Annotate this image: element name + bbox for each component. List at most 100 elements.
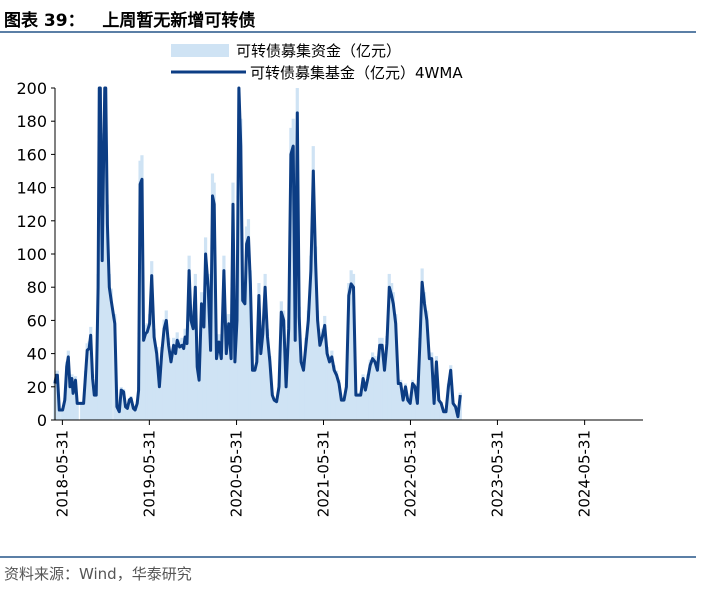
title-bar: 图表 39： 上周暂无新增可转债 [0,0,710,34]
x-tick-label: 2021-05-31 [315,430,333,517]
legend-label-line: 可转债募集基金（亿元）4WMA [250,64,463,82]
bar [368,359,372,420]
bar [92,392,96,420]
bar [253,365,257,420]
bar [439,401,443,420]
bar [451,401,455,420]
bar [219,352,223,420]
bar [222,255,226,420]
bar [363,387,368,420]
bar [441,410,446,420]
bar [206,273,210,420]
bar [127,398,131,420]
bar [85,343,89,420]
bar [323,315,327,420]
bar [160,346,164,420]
bar [299,356,303,420]
bar [91,374,95,420]
bar [185,336,189,420]
bar [277,383,281,420]
bar [129,396,133,420]
bar [143,325,148,420]
bar [169,356,173,420]
y-tick-label: 120 [16,212,47,231]
bar [320,328,324,420]
bar [122,388,126,420]
bar [152,328,156,420]
bar [195,361,199,420]
y-tick-label: 20 [27,378,47,397]
bar [314,246,318,420]
chart-area: 0 20 40 60 80 100 120 140 160 180 200 2018-05-31 201… [0,34,710,554]
bar [208,343,213,420]
bar [109,288,113,420]
bar [373,356,377,420]
bar [406,398,410,420]
bar [342,398,346,420]
bar [61,409,65,420]
bar [263,273,267,420]
bar [370,352,375,420]
y-tick-label: 60 [27,311,47,330]
y-tick-label: 160 [16,145,47,164]
bar [187,255,191,420]
bar [257,283,261,420]
bar [150,261,154,420]
bar [413,383,417,420]
bar [233,356,237,420]
bar [57,409,61,420]
bar [199,292,204,420]
bar [318,337,322,420]
bar [361,374,365,420]
footer-rule [0,556,696,558]
bar [272,398,276,420]
bar [229,352,233,420]
bar [282,310,286,420]
y-tick-label: 180 [16,112,47,131]
bar [104,88,108,420]
bar [162,319,166,420]
bar [349,270,353,420]
bar [183,328,187,420]
bar [437,398,441,420]
bar [332,365,336,420]
bar [235,310,239,420]
bar [354,392,358,420]
bar [387,273,391,420]
bar [330,350,334,420]
bar [427,352,431,420]
line-layer [53,86,462,419]
bar [399,379,403,420]
legend-swatch-bar [171,44,229,57]
bar [261,325,265,420]
bar [155,346,159,420]
bar [311,146,315,420]
bar [81,401,86,420]
bar [142,332,146,420]
bar [449,365,453,420]
bar [75,401,79,420]
bar [394,314,398,420]
bar [243,292,247,420]
bar [255,356,259,420]
bar [224,346,228,420]
x-tick-label: 2020-05-31 [228,430,246,517]
bar [401,398,405,420]
bar [145,323,149,420]
bar [63,398,67,420]
bar [107,273,111,420]
bar [157,383,161,420]
legend: 可转债募集资金（亿元） 可转债募集基金（亿元）4WMA [171,42,463,82]
bar [415,401,419,420]
bar [173,346,178,420]
bar [344,383,348,420]
x-tick-label: 2024-05-31 [576,430,594,517]
bar [382,365,387,420]
bar [375,365,379,420]
x-tick-label: 2018-05-31 [53,430,71,517]
bar [297,306,301,420]
bar [80,401,84,420]
bar [250,365,255,420]
y-tick-label: 80 [27,278,47,297]
series-line-4wma [53,86,462,419]
